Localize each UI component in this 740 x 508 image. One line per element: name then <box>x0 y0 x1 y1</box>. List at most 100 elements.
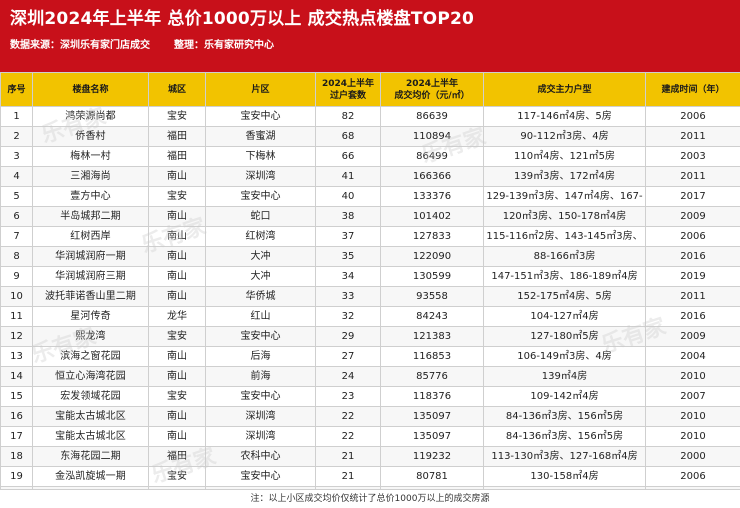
avg-price-cell: 86639 <box>380 106 484 127</box>
table-row: 4 三湘海尚 南山 深圳湾 41 166366 139㎡3房、172㎡4房 2011 <box>0 166 740 187</box>
transactions-cell: 82 <box>315 106 381 127</box>
name-cell: 宝能太古城北区 <box>32 426 149 447</box>
built-year-cell: 2019 <box>645 266 740 287</box>
table-row: 16 宝能太古城北区 南山 深圳湾 22 135097 84-136㎡3房、156㎡5房 20… <box>0 406 740 427</box>
name-cell: 鸿荣源尚都 <box>32 106 149 127</box>
transactions-cell: 35 <box>315 246 381 267</box>
built-year-cell: 2011 <box>645 166 740 187</box>
district-cell: 南山 <box>148 206 206 227</box>
area-cell: 深圳湾 <box>205 406 316 427</box>
rank-cell: 16 <box>0 406 33 427</box>
avg-price-cell: 135097 <box>380 406 484 427</box>
name-cell: 恒立心海湾花园 <box>32 366 149 387</box>
name-cell: 波托菲诺香山里二期 <box>32 286 149 307</box>
table-row: 17 宝能太古城北区 南山 深圳湾 22 135097 84-136㎡3房、156㎡5房 20… <box>0 426 740 447</box>
avg-price-cell: 122090 <box>380 246 484 267</box>
built-year-cell: 2011 <box>645 126 740 147</box>
transactions-cell: 29 <box>315 326 381 347</box>
main-type-cell: 110㎡4房、121㎡5房 <box>483 146 646 167</box>
main-type-cell: 152-175㎡4房、5房 <box>483 286 646 307</box>
rank-cell: 13 <box>0 346 33 367</box>
rank-cell: 5 <box>0 186 33 207</box>
table-row: 13 滨海之窗花园 南山 后海 27 116853 106-149㎡3房、4房 2004 <box>0 346 740 367</box>
organizer-label: 整理：乐有家研究中心 <box>174 40 274 51</box>
transactions-cell: 37 <box>315 226 381 247</box>
name-cell: 华润城润府三期 <box>32 266 149 287</box>
table-row: 11 星河传奇 龙华 红山 32 84243 104-127㎡4房 2016 <box>0 306 740 327</box>
district-cell: 南山 <box>148 406 206 427</box>
rank-cell: 8 <box>0 246 33 267</box>
area-cell: 大冲 <box>205 266 316 287</box>
column-header: 片区 <box>205 72 316 107</box>
district-cell: 宝安 <box>148 466 206 487</box>
area-cell: 前海 <box>205 366 316 387</box>
rank-cell: 18 <box>0 446 33 467</box>
district-cell: 南山 <box>148 286 206 307</box>
area-cell: 红树湾 <box>205 226 316 247</box>
built-year-cell: 2006 <box>645 106 740 127</box>
main-type-cell: 139㎡4房 <box>483 366 646 387</box>
main-type-cell: 109-142㎡4房 <box>483 386 646 407</box>
built-year-cell: 2009 <box>645 206 740 227</box>
avg-price-cell: 127833 <box>380 226 484 247</box>
area-cell: 宝安中心 <box>205 186 316 207</box>
built-year-cell: 2004 <box>645 346 740 367</box>
area-cell: 宝安中心 <box>205 326 316 347</box>
rank-cell: 10 <box>0 286 33 307</box>
transactions-cell: 66 <box>315 146 381 167</box>
area-cell: 农科中心 <box>205 446 316 467</box>
built-year-cell: 2010 <box>645 366 740 387</box>
rank-cell: 12 <box>0 326 33 347</box>
main-type-cell: 104-127㎡4房 <box>483 306 646 327</box>
transactions-cell: 32 <box>315 306 381 327</box>
area-cell: 宝安中心 <box>205 386 316 407</box>
table-row: 12 熙龙湾 宝安 宝安中心 29 121383 127-180㎡5房 2009 <box>0 326 740 347</box>
avg-price-cell: 80781 <box>380 466 484 487</box>
name-cell: 半岛城邦二期 <box>32 206 149 227</box>
name-cell: 熙龙湾 <box>32 326 149 347</box>
column-header: 城区 <box>148 72 206 107</box>
main-type-cell: 130-158㎡4房 <box>483 466 646 487</box>
built-year-cell: 2017 <box>645 186 740 207</box>
transactions-cell: 41 <box>315 166 381 187</box>
area-cell: 深圳湾 <box>205 166 316 187</box>
name-cell: 三湘海尚 <box>32 166 149 187</box>
table-row: 10 波托菲诺香山里二期 南山 华侨城 33 93558 152-175㎡4房、5房 2011 <box>0 286 740 307</box>
area-cell: 深圳湾 <box>205 426 316 447</box>
transactions-cell: 27 <box>315 346 381 367</box>
data-source-label: 数据来源：深圳乐有家门店成交 <box>10 40 150 51</box>
district-cell: 南山 <box>148 266 206 287</box>
column-header: 成交主力户型 <box>483 72 646 107</box>
avg-price-cell: 101402 <box>380 206 484 227</box>
transactions-cell: 68 <box>315 126 381 147</box>
table-row: 9 华润城润府三期 南山 大冲 34 130599 147-151㎡3房、186-189㎡4… <box>0 266 740 287</box>
built-year-cell: 2011 <box>645 286 740 307</box>
district-cell: 宝安 <box>148 326 206 347</box>
transactions-cell: 23 <box>315 386 381 407</box>
area-cell: 下梅林 <box>205 146 316 167</box>
name-cell: 东海花园二期 <box>32 446 149 467</box>
rank-cell: 11 <box>0 306 33 327</box>
rank-cell: 4 <box>0 166 33 187</box>
district-cell: 宝安 <box>148 106 206 127</box>
district-cell: 南山 <box>148 426 206 447</box>
rank-cell: 2 <box>0 126 33 147</box>
rank-cell: 19 <box>0 466 33 487</box>
main-type-cell: 129-139㎡3房、147㎡4房、167- <box>483 186 646 207</box>
district-cell: 南山 <box>148 246 206 267</box>
name-cell: 金泓凯旋城一期 <box>32 466 149 487</box>
area-cell: 华侨城 <box>205 286 316 307</box>
rank-cell: 1 <box>0 106 33 127</box>
built-year-cell: 2016 <box>645 246 740 267</box>
transactions-cell: 22 <box>315 406 381 427</box>
name-cell: 星河传奇 <box>32 306 149 327</box>
top20-table: 序号 楼盘名称 城区 片区 2024上半年 过户套数 2024上半年 成交均价（元/㎡） 成交主… <box>0 72 740 507</box>
table-header-row: 序号 楼盘名称 城区 片区 2024上半年 过户套数 2024上半年 成交均价（元/㎡） 成交主… <box>0 72 740 107</box>
main-type-cell: 113-130㎡3房、127-168㎡4房 <box>483 446 646 467</box>
table-row: 5 壹方中心 宝安 宝安中心 40 133376 129-139㎡3房、147㎡4房、167… <box>0 186 740 207</box>
avg-price-cell: 86499 <box>380 146 484 167</box>
transactions-cell: 24 <box>315 366 381 387</box>
table-row: 3 梅林一村 福田 下梅林 66 86499 110㎡4房、121㎡5房 2003 <box>0 146 740 167</box>
built-year-cell: 2007 <box>645 386 740 407</box>
name-cell: 壹方中心 <box>32 186 149 207</box>
